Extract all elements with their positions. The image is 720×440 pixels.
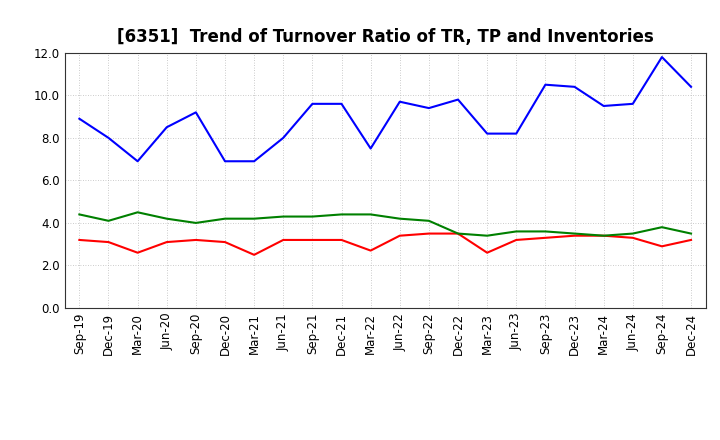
- Inventories: [687, 231, 696, 236]
- Trade Receivables: [541, 235, 550, 240]
- Trade Receivables: [366, 248, 375, 253]
- Trade Payables: [250, 159, 258, 164]
- Trade Payables: [483, 131, 492, 136]
- Trade Receivables: [512, 237, 521, 242]
- Inventories: [512, 229, 521, 234]
- Inventories: [425, 218, 433, 224]
- Trade Payables: [133, 159, 142, 164]
- Inventories: [395, 216, 404, 221]
- Trade Payables: [104, 135, 113, 140]
- Inventories: [599, 233, 608, 238]
- Trade Payables: [599, 103, 608, 109]
- Inventories: [366, 212, 375, 217]
- Trade Payables: [687, 84, 696, 89]
- Inventories: [337, 212, 346, 217]
- Trade Receivables: [483, 250, 492, 255]
- Line: Trade Receivables: Trade Receivables: [79, 234, 691, 255]
- Trade Payables: [75, 116, 84, 121]
- Trade Payables: [425, 106, 433, 111]
- Trade Receivables: [687, 237, 696, 242]
- Trade Payables: [657, 55, 666, 60]
- Line: Trade Payables: Trade Payables: [79, 57, 691, 161]
- Inventories: [279, 214, 287, 219]
- Trade Receivables: [395, 233, 404, 238]
- Trade Payables: [220, 159, 229, 164]
- Trade Payables: [163, 125, 171, 130]
- Trade Receivables: [75, 237, 84, 242]
- Trade Receivables: [599, 233, 608, 238]
- Inventories: [192, 220, 200, 226]
- Trade Receivables: [454, 231, 462, 236]
- Trade Receivables: [192, 237, 200, 242]
- Trade Payables: [454, 97, 462, 102]
- Inventories: [250, 216, 258, 221]
- Inventories: [104, 218, 113, 224]
- Trade Payables: [279, 135, 287, 140]
- Trade Receivables: [629, 235, 637, 240]
- Trade Receivables: [250, 252, 258, 257]
- Trade Payables: [541, 82, 550, 87]
- Inventories: [570, 231, 579, 236]
- Trade Payables: [308, 101, 317, 106]
- Trade Payables: [192, 110, 200, 115]
- Inventories: [541, 229, 550, 234]
- Trade Payables: [337, 101, 346, 106]
- Inventories: [657, 224, 666, 230]
- Inventories: [220, 216, 229, 221]
- Trade Receivables: [163, 239, 171, 245]
- Line: Inventories: Inventories: [79, 213, 691, 236]
- Trade Payables: [512, 131, 521, 136]
- Inventories: [75, 212, 84, 217]
- Inventories: [483, 233, 492, 238]
- Title: [6351]  Trend of Turnover Ratio of TR, TP and Inventories: [6351] Trend of Turnover Ratio of TR, TP…: [117, 28, 654, 46]
- Inventories: [629, 231, 637, 236]
- Trade Receivables: [220, 239, 229, 245]
- Trade Payables: [629, 101, 637, 106]
- Inventories: [163, 216, 171, 221]
- Inventories: [454, 231, 462, 236]
- Trade Receivables: [133, 250, 142, 255]
- Trade Receivables: [657, 244, 666, 249]
- Trade Receivables: [337, 237, 346, 242]
- Trade Payables: [570, 84, 579, 89]
- Trade Receivables: [104, 239, 113, 245]
- Trade Receivables: [279, 237, 287, 242]
- Trade Receivables: [425, 231, 433, 236]
- Inventories: [133, 210, 142, 215]
- Trade Payables: [395, 99, 404, 104]
- Inventories: [308, 214, 317, 219]
- Trade Payables: [366, 146, 375, 151]
- Trade Receivables: [570, 233, 579, 238]
- Trade Receivables: [308, 237, 317, 242]
